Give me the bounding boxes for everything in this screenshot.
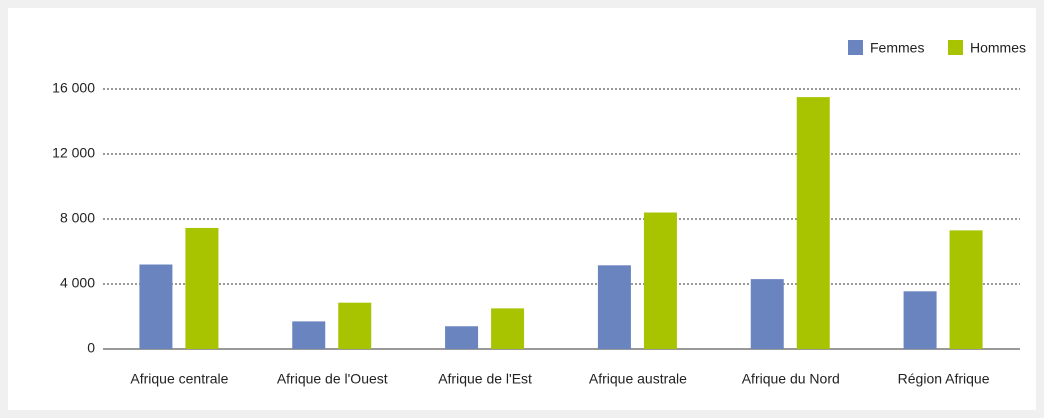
bar xyxy=(338,302,372,349)
bar xyxy=(643,212,677,349)
y-tick-label: 0 xyxy=(87,340,95,356)
y-tick-label: 12 000 xyxy=(52,145,95,161)
legend-label: Hommes xyxy=(970,40,1026,56)
bar xyxy=(597,265,631,349)
y-tick-label: 4 000 xyxy=(60,275,95,291)
x-tick-label: Région Afrique xyxy=(898,371,990,387)
x-tick-label: Afrique du Nord xyxy=(742,371,840,387)
legend-swatch xyxy=(848,40,863,55)
legend-swatch xyxy=(948,40,963,55)
panel xyxy=(8,8,1036,410)
bar xyxy=(903,291,937,349)
bar xyxy=(139,264,173,349)
bar xyxy=(949,230,983,349)
y-tick-label: 8 000 xyxy=(60,210,95,226)
bar xyxy=(445,326,479,349)
legend-label: Femmes xyxy=(870,40,924,56)
bar xyxy=(750,279,784,349)
y-tick-label: 16 000 xyxy=(52,80,95,96)
x-tick-label: Afrique de l'Ouest xyxy=(277,371,388,387)
x-tick-label: Afrique australe xyxy=(589,371,687,387)
bar xyxy=(796,97,830,349)
x-tick-label: Afrique centrale xyxy=(130,371,228,387)
bar xyxy=(185,227,219,349)
x-tick-label: Afrique de l'Est xyxy=(438,371,532,387)
bar xyxy=(292,321,326,349)
bar xyxy=(491,308,525,349)
